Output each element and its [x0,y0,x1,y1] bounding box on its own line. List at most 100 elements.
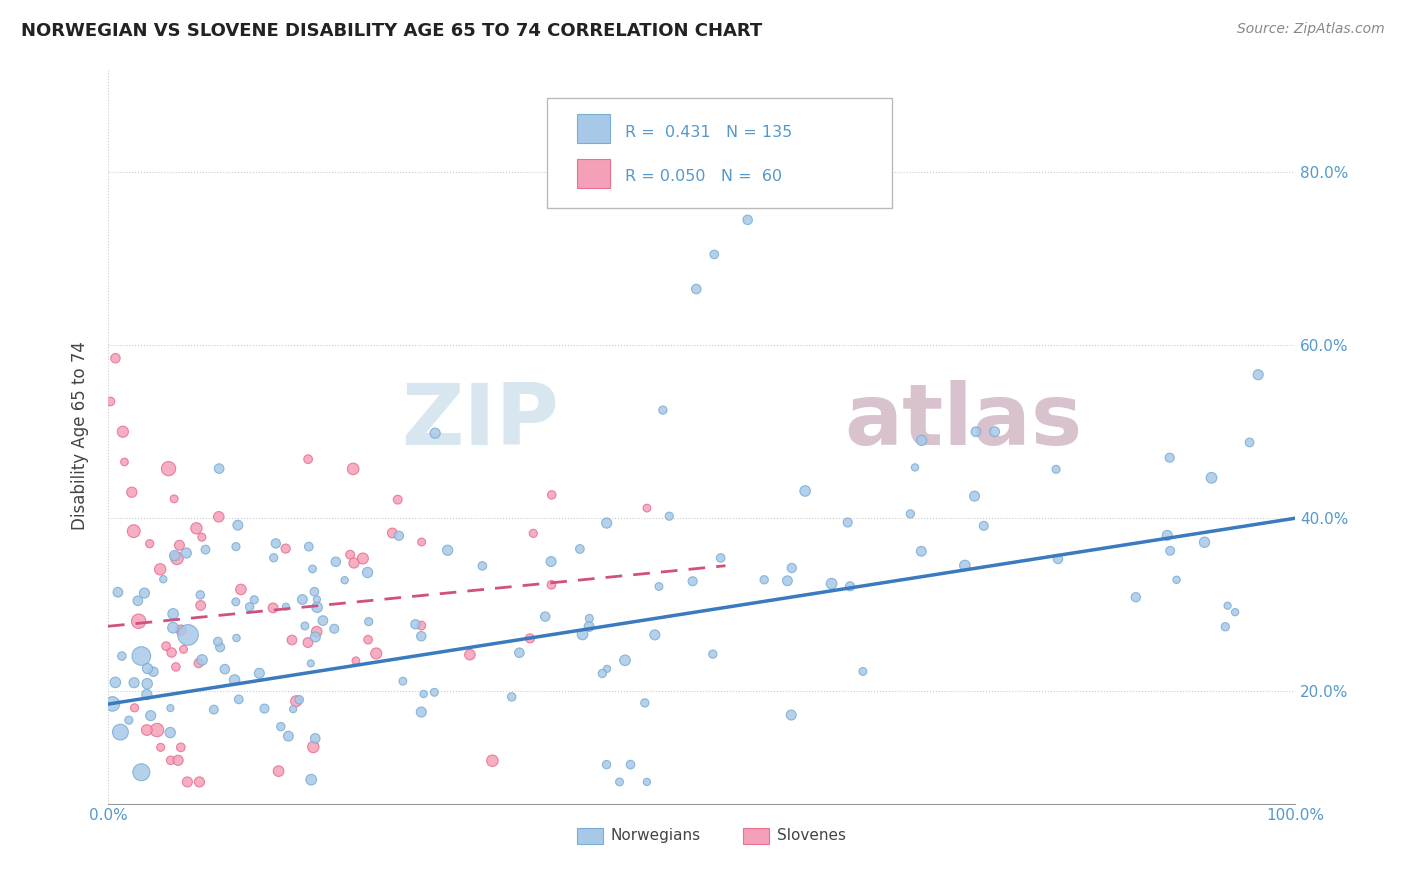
Point [388,529,411,543]
Point [176,775,198,789]
Point [703,247,725,261]
Point [163,549,186,563]
Point [159,701,181,715]
Point [104,351,127,366]
Point [568,541,591,556]
Point [262,601,284,615]
Point [387,492,409,507]
Point [737,212,759,227]
Point [540,578,562,592]
Point [135,723,157,737]
Point [299,772,322,787]
Point [595,757,617,772]
Point [519,632,541,646]
Point [636,775,658,789]
Point [614,653,637,667]
Point [973,518,995,533]
Point [904,460,927,475]
Point [304,584,326,599]
Point [297,635,319,649]
Y-axis label: Disability Age 65 to 74: Disability Age 65 to 74 [72,342,89,531]
Point [852,665,875,679]
Point [110,725,132,739]
Point [159,725,181,739]
Point [820,576,842,591]
Point [1239,435,1261,450]
Point [138,537,160,551]
Point [458,648,481,662]
Point [910,544,932,558]
Point [111,425,134,439]
Point [298,540,321,554]
Point [591,666,613,681]
Point [685,282,707,296]
Point [225,540,247,554]
FancyBboxPatch shape [576,159,610,188]
Point [910,434,932,448]
Point [540,555,562,569]
Point [170,740,193,755]
FancyBboxPatch shape [547,98,891,208]
Point [149,562,172,576]
Point [596,662,619,676]
Point [214,662,236,676]
Text: Source: ZipAtlas.com: Source: ZipAtlas.com [1237,22,1385,37]
Text: R =  0.431   N = 135: R = 0.431 N = 135 [624,125,792,139]
Point [229,582,252,597]
Point [983,425,1005,439]
Point [1216,599,1239,613]
Point [837,516,859,530]
Point [267,764,290,779]
Point [481,754,503,768]
Point [325,555,347,569]
Point [965,425,987,439]
Point [291,592,314,607]
Point [157,461,180,475]
Point [173,642,195,657]
Point [139,708,162,723]
Point [162,621,184,635]
Point [794,483,817,498]
Point [131,648,153,663]
Point [146,723,169,737]
Point [423,685,446,699]
Point [595,516,617,530]
Point [253,701,276,715]
Point [1159,544,1181,558]
Point [634,696,657,710]
Point [297,452,319,467]
Point [305,624,328,639]
Text: ZIP: ZIP [402,380,560,463]
Point [207,634,229,648]
Point [270,720,292,734]
Point [121,485,143,500]
Point [225,595,247,609]
Point [239,599,262,614]
Point [305,592,328,607]
Point [122,524,145,538]
Point [294,619,316,633]
Point [225,631,247,645]
Point [357,632,380,647]
Point [578,619,600,633]
Point [898,507,921,521]
Point [100,394,122,409]
Point [124,701,146,715]
Point [366,647,388,661]
Point [780,561,803,575]
Point [118,713,141,727]
FancyBboxPatch shape [744,828,769,844]
Point [163,491,186,506]
Point [534,609,557,624]
Point [166,551,188,566]
Point [302,739,325,754]
Point [136,677,159,691]
Point [644,628,666,642]
Text: NORWEGIAN VS SLOVENE DISABILITY AGE 65 TO 74 CORRELATION CHART: NORWEGIAN VS SLOVENE DISABILITY AGE 65 T… [21,22,762,40]
Point [1194,535,1216,549]
Point [226,518,249,533]
Point [1156,528,1178,542]
Point [423,426,446,441]
Point [1045,462,1067,476]
Point [651,403,673,417]
